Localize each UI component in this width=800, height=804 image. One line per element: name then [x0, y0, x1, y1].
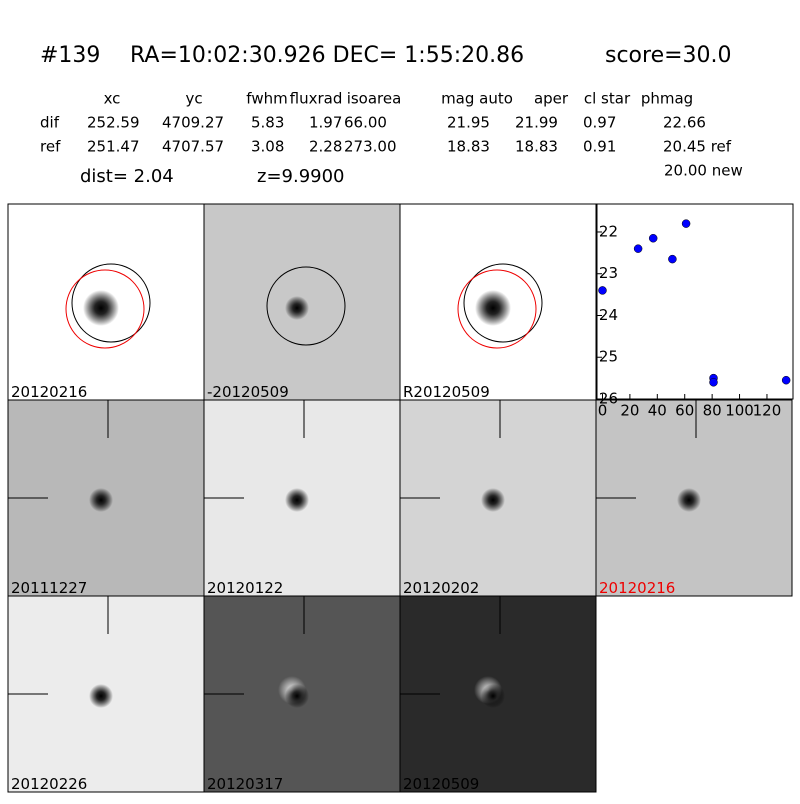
source	[285, 684, 309, 708]
table-cell: 21.99	[515, 114, 558, 132]
source	[677, 488, 701, 512]
dist: dist= 2.04	[80, 166, 174, 187]
column-header: isoarea	[347, 90, 402, 108]
aperture	[266, 266, 346, 346]
panel-label: 20120226	[11, 775, 87, 793]
x-tick-label: 60	[675, 402, 694, 420]
panel-label: 20120317	[207, 775, 283, 793]
z: z=9.9900	[257, 166, 345, 187]
table-cell: 251.47	[87, 138, 140, 156]
table-cell: 273.00	[344, 138, 397, 156]
panel-label: 20120202	[403, 579, 479, 597]
point	[648, 233, 658, 243]
table-cell: 20.45 ref	[663, 138, 732, 156]
row-label: ref	[40, 138, 61, 156]
x-tick-label: 40	[648, 402, 667, 420]
y-tick-label: 24	[599, 306, 618, 324]
coords: RA=10:02:30.926 DEC= 1:55:20.86	[130, 43, 524, 68]
table-cell: 0.97	[583, 114, 616, 132]
column-header: aper	[534, 90, 569, 108]
y-tick-label: 25	[599, 348, 618, 366]
point	[709, 378, 718, 387]
table-cell: 1.97	[309, 114, 342, 132]
aperture	[463, 263, 543, 343]
panel-label: R20120509	[403, 383, 490, 401]
column-header: phmag	[641, 90, 693, 108]
table-cell: 66.00	[344, 114, 387, 132]
table-cell: 0.91	[583, 138, 616, 156]
phmag-new: 20.00 new	[664, 162, 743, 180]
plot-frame	[596, 203, 794, 400]
table-cell: 21.95	[447, 114, 490, 132]
aperture-ref	[457, 269, 537, 349]
panel-label: 20120216	[11, 383, 87, 401]
table-cell: 3.08	[251, 138, 284, 156]
object-id: #139	[40, 43, 100, 68]
table-cell: 4707.57	[162, 138, 224, 156]
x-tick-label: 80	[703, 402, 722, 420]
source	[285, 296, 309, 320]
column-header: fwhm	[246, 90, 287, 108]
column-header: fluxrad	[290, 90, 343, 108]
column-header: xc	[104, 90, 121, 108]
source	[285, 488, 309, 512]
source	[83, 290, 119, 326]
y-tick-label: 26	[599, 390, 618, 408]
table-cell: 4709.27	[162, 114, 224, 132]
table-cell: 18.83	[515, 138, 558, 156]
source	[89, 488, 113, 512]
table-cell: 22.66	[663, 114, 706, 132]
x-tick-label: 120	[753, 402, 782, 420]
aperture-ref	[65, 269, 145, 349]
panel-label: -20120509	[207, 383, 289, 401]
source	[481, 488, 505, 512]
table-cell: 252.59	[87, 114, 140, 132]
row-label: dif	[40, 114, 60, 132]
table-cell: 18.83	[447, 138, 490, 156]
point	[781, 375, 791, 385]
y-tick-label: 22	[599, 222, 618, 240]
source	[89, 684, 113, 708]
aperture	[71, 263, 151, 343]
column-header: yc	[185, 90, 202, 108]
source	[475, 290, 511, 326]
column-header: cl star	[584, 90, 631, 108]
point	[633, 244, 643, 253]
table-cell: 2.28	[309, 138, 342, 156]
x-tick-label: 100	[725, 402, 754, 420]
point	[598, 286, 607, 295]
panel-label: 20120509	[403, 775, 479, 793]
panel-label: 20120216	[599, 579, 675, 597]
x-tick-label: 0	[598, 402, 608, 420]
point	[681, 219, 691, 228]
x-tick-label: 20	[620, 402, 639, 420]
panel-label: 20120122	[207, 579, 283, 597]
table-cell: 5.83	[251, 114, 284, 132]
source	[481, 684, 505, 708]
panel-label: 20111227	[11, 579, 87, 597]
score: score=30.0	[605, 43, 732, 68]
point	[668, 254, 677, 264]
y-tick-label: 23	[599, 264, 618, 282]
column-header: mag auto	[441, 90, 513, 108]
